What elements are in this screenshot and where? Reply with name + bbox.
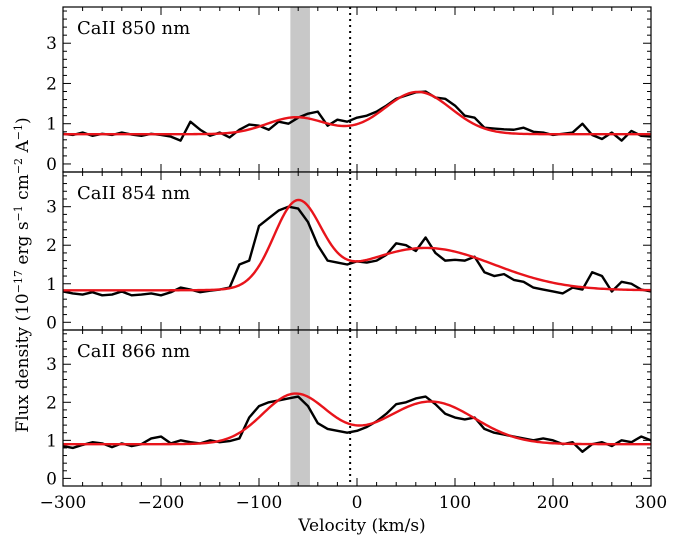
panel-label: CaII 866 nm [77, 341, 190, 362]
y-tick-label: 1 [46, 431, 57, 451]
y-tick-label: 3 [46, 198, 57, 218]
x-axis-label: Velocity (km/s) [297, 516, 425, 535]
observed-spectrum-line [62, 395, 652, 453]
x-tick-label: −200 [138, 493, 185, 513]
y-tick-label: 0 [46, 469, 57, 489]
x-tick-labels: −300 −200 −100 0 100 200 300 [40, 493, 668, 513]
x-tick-label: 100 [439, 493, 471, 513]
panels-group: 0 1 2 3 CaII 850 nm 0 1 2 3 CaII 854 nm 0 1 2 3 CaII 8… [46, 6, 652, 489]
shaded-band [290, 172, 310, 330]
y-tick-label: 3 [46, 355, 57, 375]
observed-spectrum-line [62, 205, 652, 297]
model-fit-line [63, 198, 652, 292]
model-fit-line [63, 90, 651, 136]
y-tick-label: 1 [46, 115, 57, 135]
model-fit-line [63, 392, 651, 446]
y-axis-label: Flux density (10−17 erg s−1 cm−2 A−1) [12, 117, 34, 432]
x-tick-label: −100 [236, 493, 283, 513]
y-tick-label: 0 [46, 313, 57, 333]
shaded-band [290, 330, 310, 486]
x-tick-label: 300 [635, 493, 667, 513]
panel-label: CaII 850 nm [77, 18, 190, 39]
panel-label: CaII 854 nm [77, 183, 190, 204]
y-tick-label: 2 [46, 236, 57, 256]
panel-3: 0 1 2 3 CaII 866 nm [46, 329, 652, 489]
y-tick-label: 1 [46, 275, 57, 295]
y-tick-label: 3 [46, 34, 57, 54]
y-tick-label: 2 [46, 393, 57, 413]
x-tick-label: −300 [40, 493, 87, 513]
x-tick-label: 200 [537, 493, 569, 513]
panel-2: 0 1 2 3 CaII 854 nm [46, 171, 652, 333]
y-tick-label: 2 [46, 74, 57, 94]
y-tick-label: 0 [46, 155, 57, 175]
panel-frame [62, 329, 652, 487]
shaded-band [290, 7, 310, 172]
x-tick-label: 0 [352, 493, 363, 513]
panel-1: 0 1 2 3 CaII 850 nm [46, 6, 652, 175]
